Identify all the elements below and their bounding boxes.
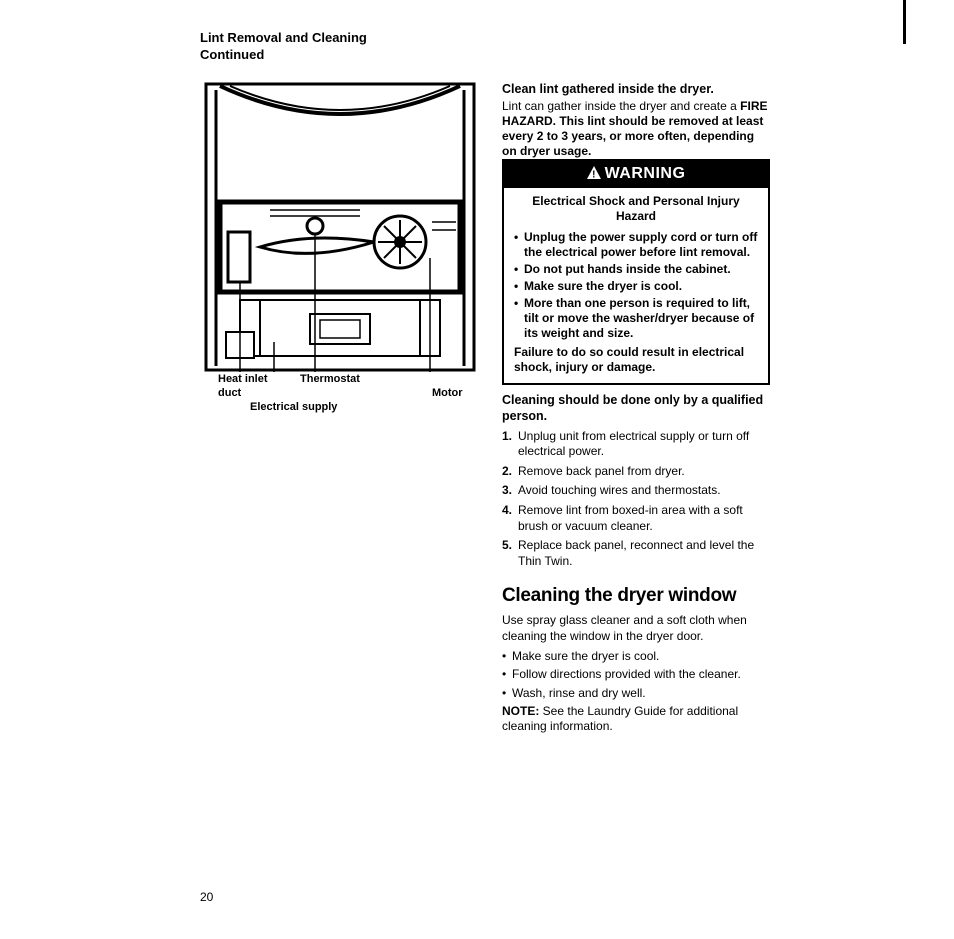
intro-plain: Lint can gather inside the dryer and cre… xyxy=(502,99,740,113)
continued-header: Lint Removal and Cleaning Continued xyxy=(200,30,770,64)
step-text: Unplug unit from electrical supply or tu… xyxy=(518,429,749,459)
step-item: 4. Remove lint from boxed-in area with a … xyxy=(502,503,770,534)
diagram-labels: Heat inlet duct Thermostat Motor Electri… xyxy=(200,372,480,432)
cleaning-steps: 1. Unplug unit from electrical supply or … xyxy=(502,429,770,570)
step-text: Avoid touching wires and thermostats. xyxy=(518,483,721,497)
dryer-internal-diagram xyxy=(200,82,480,372)
cleaning-window-title: Cleaning the dryer window xyxy=(502,585,770,607)
step-text: Remove lint from boxed-in area with a so… xyxy=(518,503,743,533)
warning-banner-text: WARNING xyxy=(605,165,686,182)
note-label: NOTE: xyxy=(502,704,539,718)
qualified-heading: Cleaning should be done only by a qualif… xyxy=(502,393,770,424)
window-intro: Use spray glass cleaner and a soft cloth… xyxy=(502,613,770,644)
two-column-layout: Heat inlet duct Thermostat Motor Electri… xyxy=(200,82,770,735)
window-bullet: Make sure the dryer is cool. xyxy=(502,649,770,665)
note-paragraph: NOTE: See the Laundry Guide for addition… xyxy=(502,704,770,734)
intro-paragraph: Lint can gather inside the dryer and cre… xyxy=(502,99,770,159)
clean-lint-heading: Clean lint gathered inside the dryer. xyxy=(502,82,770,98)
warning-bullet: Unplug the power supply cord or turn off… xyxy=(514,230,758,260)
left-column: Heat inlet duct Thermostat Motor Electri… xyxy=(200,82,480,735)
warning-failure-text: Failure to do so could result in electri… xyxy=(514,345,758,375)
label-thermostat: Thermostat xyxy=(300,372,360,386)
step-text: Remove back panel from dryer. xyxy=(518,464,685,478)
warning-box: ! WARNING Electrical Shock and Personal … xyxy=(502,159,770,385)
page-number: 20 xyxy=(200,890,213,904)
warning-bullet-list: Unplug the power supply cord or turn off… xyxy=(514,230,758,341)
label-heat-inlet: Heat inlet duct xyxy=(218,372,278,401)
warning-bullet: Make sure the dryer is cool. xyxy=(514,279,758,294)
label-motor: Motor xyxy=(432,386,463,400)
step-text: Replace back panel, reconnect and level … xyxy=(518,538,754,568)
warning-triangle-icon: ! xyxy=(587,166,601,184)
step-num: 3. xyxy=(502,483,512,499)
svg-text:!: ! xyxy=(592,170,596,180)
step-item: 1. Unplug unit from electrical supply or … xyxy=(502,429,770,460)
warning-bullet: More than one person is required to lift… xyxy=(514,296,758,341)
header-line1: Lint Removal and Cleaning xyxy=(200,30,367,45)
warning-bullet: Do not put hands inside the cabinet. xyxy=(514,262,758,277)
step-item: 5. Replace back panel, reconnect and leve… xyxy=(502,538,770,569)
step-num: 1. xyxy=(502,429,512,445)
step-item: 2. Remove back panel from dryer. xyxy=(502,464,770,480)
warning-banner: ! WARNING xyxy=(504,161,768,188)
window-bullet: Wash, rinse and dry well. xyxy=(502,686,770,702)
step-num: 5. xyxy=(502,538,512,554)
window-bullets: Make sure the dryer is cool. Follow dire… xyxy=(502,649,770,702)
right-column: Clean lint gathered inside the dryer. Li… xyxy=(502,82,770,735)
step-num: 2. xyxy=(502,464,512,480)
header-line2: Continued xyxy=(200,47,264,62)
warning-subhead: Electrical Shock and Personal Injury Haz… xyxy=(514,194,758,224)
label-electrical: Electrical supply xyxy=(250,400,337,414)
step-num: 4. xyxy=(502,503,512,519)
window-bullet: Follow directions provided with the clea… xyxy=(502,667,770,683)
page-edge-mark xyxy=(903,0,906,44)
page-content: Lint Removal and Cleaning Continued xyxy=(200,30,770,734)
warning-body: Electrical Shock and Personal Injury Haz… xyxy=(504,188,768,383)
step-item: 3. Avoid touching wires and thermostats. xyxy=(502,483,770,499)
